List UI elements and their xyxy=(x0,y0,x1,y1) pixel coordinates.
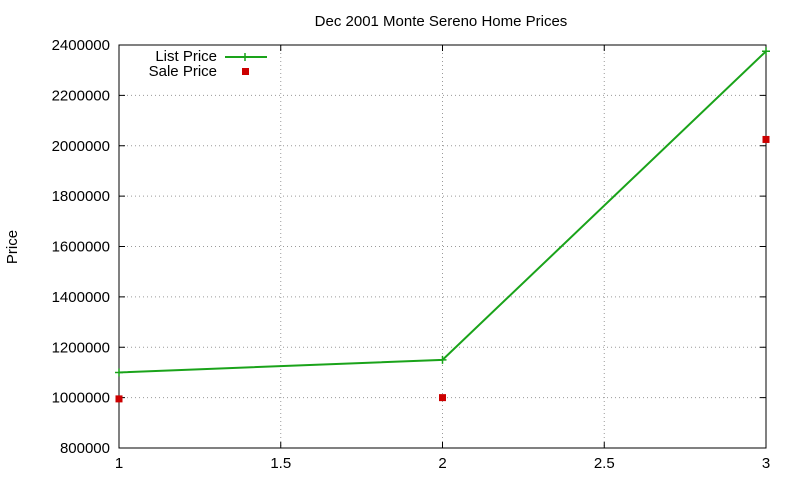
x-tick-label: 1.5 xyxy=(270,455,291,472)
series-layer xyxy=(115,47,770,403)
y-tick-label: 2200000 xyxy=(52,87,110,104)
data-point-sale-price xyxy=(115,395,123,403)
y-tick-label: 2000000 xyxy=(52,138,110,155)
data-point-list-price xyxy=(762,47,770,56)
y-tick-label: 1000000 xyxy=(52,390,110,407)
y-tick-label: 1600000 xyxy=(52,239,110,256)
data-point-list-price xyxy=(115,368,123,377)
x-tick-label: 2.5 xyxy=(594,455,615,472)
data-point-list-price xyxy=(438,355,447,364)
x-tick-label: 2 xyxy=(438,455,446,472)
y-tick-label: 1400000 xyxy=(52,289,110,306)
y-tick-label: 1200000 xyxy=(52,339,110,356)
chart-title: Dec 2001 Monte Sereno Home Prices xyxy=(315,13,568,30)
tick-layer: 800000 1000000 1200000 1400000 1600000 180000… xyxy=(52,37,771,472)
legend-marker-list-price xyxy=(241,53,249,61)
data-point-sale-price xyxy=(762,135,770,143)
y-tick-label: 800000 xyxy=(60,440,110,457)
legend-marker-sale-price xyxy=(242,68,249,75)
legend-label-sale-price: Sale Price xyxy=(149,63,217,80)
x-tick-label: 3 xyxy=(762,455,770,472)
y-tick-label: 2400000 xyxy=(52,37,110,54)
y-axis-label: Price xyxy=(4,230,21,264)
data-point-sale-price xyxy=(439,394,446,402)
x-tick-label: 1 xyxy=(115,455,123,472)
y-tick-label: 1800000 xyxy=(52,188,110,205)
legend: List Price Sale Price xyxy=(149,48,267,80)
series-line-list-price xyxy=(118,50,767,374)
grid-layer xyxy=(119,45,766,448)
legend-label-list-price: List Price xyxy=(155,48,217,65)
